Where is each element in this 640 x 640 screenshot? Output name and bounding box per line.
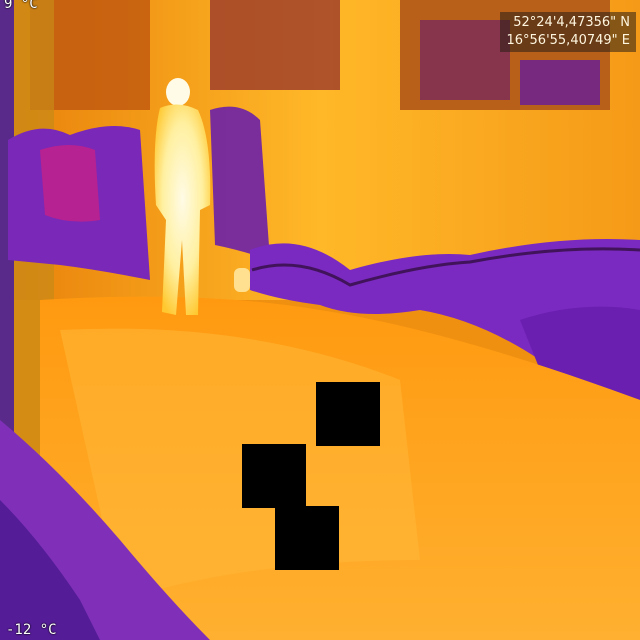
bottom-left-cold2: [0, 500, 100, 640]
gps-longitude: 16°56'55,40749" E: [506, 33, 630, 48]
max-temperature-label: 9 °C: [4, 0, 38, 12]
dark-window-mid: [210, 0, 340, 90]
redaction-block-1: [316, 382, 380, 446]
person-head: [166, 78, 190, 106]
hedge-right-outline: [251, 247, 640, 287]
redaction-block-3: [275, 506, 339, 570]
hedge-left-magenta: [40, 145, 100, 222]
gps-latitude: 52°24'4,47356" N: [513, 15, 630, 30]
window-right-inner: [420, 20, 510, 100]
redaction-block-2: [242, 444, 306, 508]
window-right-inner2: [520, 60, 600, 105]
dog: [234, 268, 250, 292]
hedge-mid: [210, 106, 270, 261]
gps-coordinates: 52°24'4,47356" N 16°56'55,40749" E: [500, 12, 636, 52]
min-temperature-label: -12 °C: [6, 622, 57, 638]
person-body: [154, 104, 211, 315]
hedge-right-dark: [520, 306, 640, 400]
